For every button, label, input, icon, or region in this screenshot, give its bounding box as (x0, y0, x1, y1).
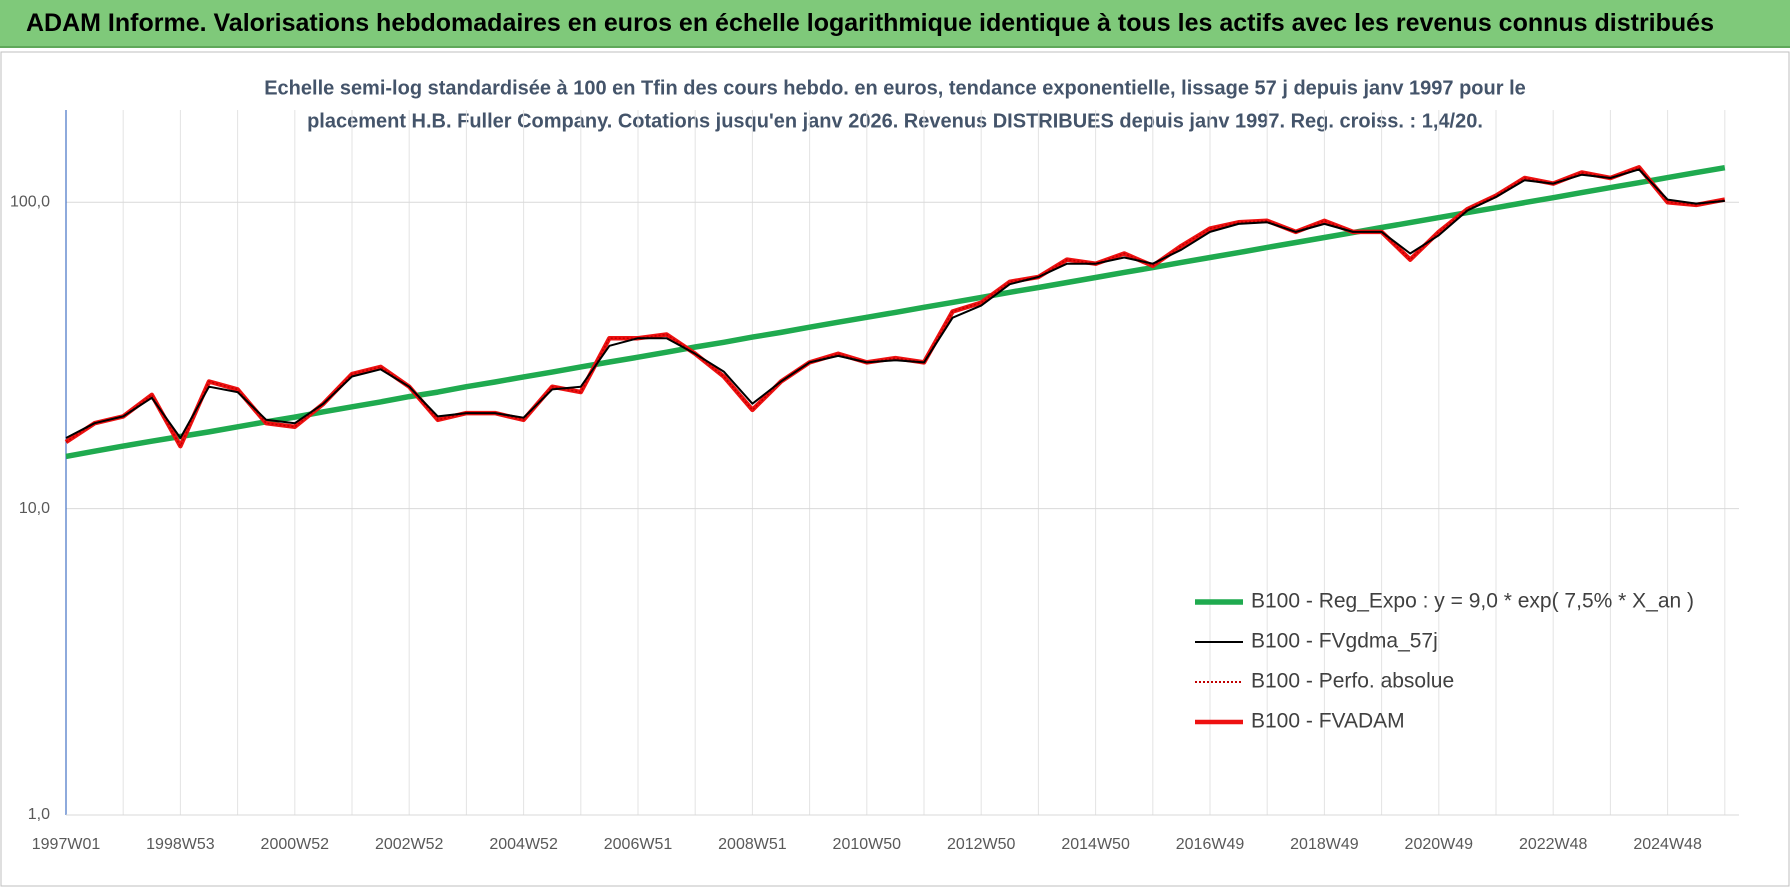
legend-label: B100 - Perfo. absolue (1251, 670, 1454, 693)
x-tick-label: 2024W48 (1633, 836, 1702, 853)
series-line (64, 165, 1726, 449)
x-tick-label: 2020W49 (1405, 836, 1474, 853)
series-line (65, 168, 1725, 439)
x-tick-label: 2000W52 (261, 836, 330, 853)
x-tick-label: 1998W53 (146, 836, 215, 853)
y-tick-label: 1,0 (28, 806, 50, 823)
x-tick-label: 2022W48 (1519, 836, 1588, 853)
series-line (65, 164, 1726, 460)
x-tick-label: 2002W52 (375, 836, 444, 853)
x-tick-label: 2016W49 (1176, 836, 1245, 853)
chart-subtitle: placement H.B. Fuller Company. Cotations… (307, 110, 1483, 132)
y-tick-label: 100,0 (10, 193, 50, 210)
legend-label: B100 - Reg_Expo : y = 9,0 * exp( 7,5% * … (1251, 590, 1694, 613)
chart: Echelle semi-log standardisée à 100 en T… (0, 51, 1790, 887)
header-bar: ADAM Informe. Valorisations hebdomadaire… (0, 0, 1790, 48)
chart-frame (0, 51, 1790, 887)
chart-subtitle: Echelle semi-log standardisée à 100 en T… (264, 77, 1526, 99)
y-tick-label: 10,0 (19, 500, 50, 517)
x-tick-label: 2008W51 (718, 836, 787, 853)
x-tick-label: 2014W50 (1061, 836, 1130, 853)
x-tick-label: 1997W01 (32, 836, 101, 853)
x-tick-label: 2006W51 (604, 836, 673, 853)
x-tick-label: 2018W49 (1290, 836, 1359, 853)
x-tick-label: 2012W50 (947, 836, 1016, 853)
legend-label: B100 - FVADAM (1251, 710, 1405, 733)
x-tick-label: 2010W50 (833, 836, 902, 853)
legend-label: B100 - FVgdma_57j (1251, 630, 1438, 653)
header-title: ADAM Informe. Valorisations hebdomadaire… (26, 9, 1714, 37)
x-tick-label: 2004W52 (489, 836, 558, 853)
